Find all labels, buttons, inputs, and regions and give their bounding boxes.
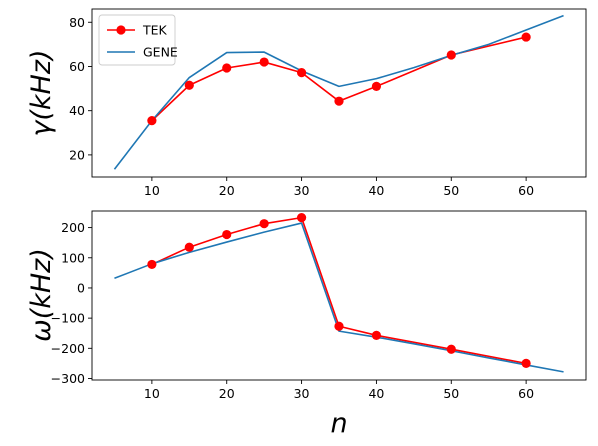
y-axis-label: ω(kHz): [26, 248, 57, 342]
axes-frame: [91, 210, 587, 381]
data-point-tek: [334, 321, 344, 331]
x-tick-label: 30: [294, 183, 310, 198]
legend: TEK GENE: [98, 14, 178, 66]
y-tick-label: 40: [69, 103, 85, 118]
x-tick-label: 40: [368, 183, 384, 198]
x-tick-label: 50: [443, 183, 459, 198]
plot-panel-2: 10 20 30 40 50 60 −300 −200 −100 0 100 200 ω(kHz) n: [26, 210, 587, 439]
data-point-tek: [147, 116, 157, 126]
series-line-tek: [151, 216, 527, 365]
y-tick-label: 80: [69, 15, 85, 30]
data-point-tek: [222, 63, 232, 73]
y-tick-label: −300: [51, 371, 85, 386]
y-tick-label: 100: [61, 250, 85, 265]
x-tick-label: 50: [443, 386, 459, 401]
data-point-tek: [259, 219, 269, 229]
data-point-tek: [296, 213, 307, 223]
plot-panel-1: 10 20 30 40 50 60 20 40 60 80 γ(kHz) TEK GENE: [26, 8, 587, 198]
y-tick-label: −100: [51, 311, 85, 326]
data-point-tek: [296, 68, 307, 78]
y-axis-label: γ(kHz): [26, 49, 57, 136]
x-tick-label: 40: [368, 386, 384, 401]
data-point-tek: [222, 229, 232, 240]
legend-label-tek: TEK: [142, 23, 168, 38]
x-tick-label: 30: [294, 386, 310, 401]
data-point-tek: [371, 81, 382, 91]
y-tick-label: −200: [51, 341, 85, 356]
x-tick-label: 10: [144, 183, 160, 198]
x-tick-label: 20: [219, 386, 235, 401]
data-point-tek: [446, 344, 456, 354]
legend-label-gene: GENE: [143, 45, 178, 60]
y-tick-label: 0: [77, 280, 85, 295]
y-tick-label: 20: [69, 147, 85, 162]
data-point-tek: [521, 32, 531, 42]
data-point-tek: [334, 96, 344, 106]
data-point-tek: [446, 50, 456, 60]
x-tick-label: 20: [219, 183, 235, 198]
data-point-tek: [521, 358, 531, 368]
data-point-tek: [184, 242, 194, 252]
series-line-gene: [114, 222, 564, 373]
x-tick-label: 60: [518, 386, 534, 401]
data-point-tek: [371, 330, 382, 340]
data-point-tek: [147, 259, 157, 270]
y-tick-label: 200: [61, 220, 85, 235]
x-tick-label: 10: [144, 386, 160, 401]
series-line-gene: [113, 14, 564, 170]
data-point-tek: [259, 57, 269, 67]
axes-frame: [91, 8, 587, 178]
data-point-tek: [184, 80, 194, 90]
y-tick-label: 60: [69, 59, 85, 74]
x-tick-label: 60: [518, 183, 534, 198]
x-axis-label: n: [330, 408, 347, 439]
legend-marker-tek: [116, 25, 126, 35]
